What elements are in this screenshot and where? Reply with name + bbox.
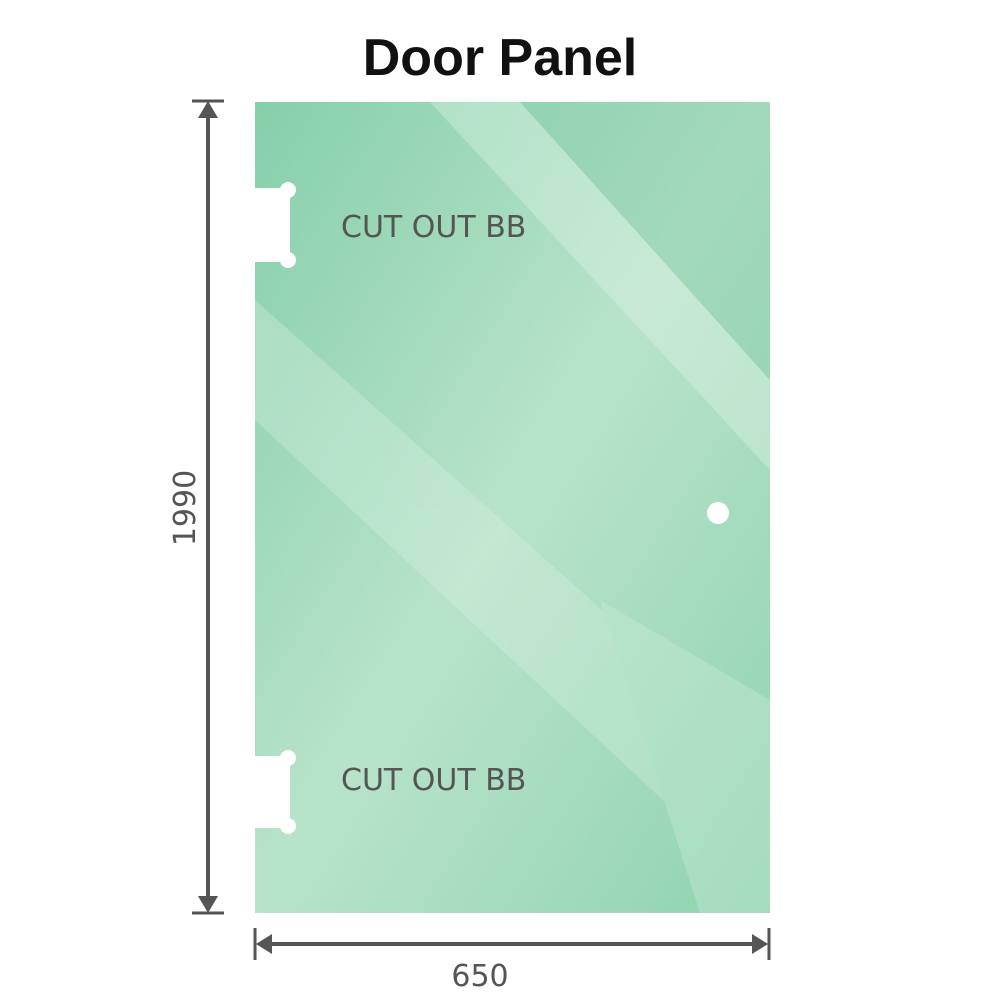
cutout-bottom xyxy=(250,750,296,834)
width-label: 650 xyxy=(451,959,508,994)
height-dimension xyxy=(192,99,224,915)
height-label: 1990 xyxy=(168,470,203,546)
glass-panel xyxy=(255,102,770,913)
page-title: Door Panel xyxy=(362,29,638,87)
cutout-top xyxy=(250,182,296,268)
cutout-label-top: CUT OUT BB xyxy=(341,210,526,245)
width-dimension xyxy=(253,928,771,960)
cutout-label-bottom: CUT OUT BB xyxy=(341,763,526,798)
handle-hole xyxy=(707,502,729,524)
